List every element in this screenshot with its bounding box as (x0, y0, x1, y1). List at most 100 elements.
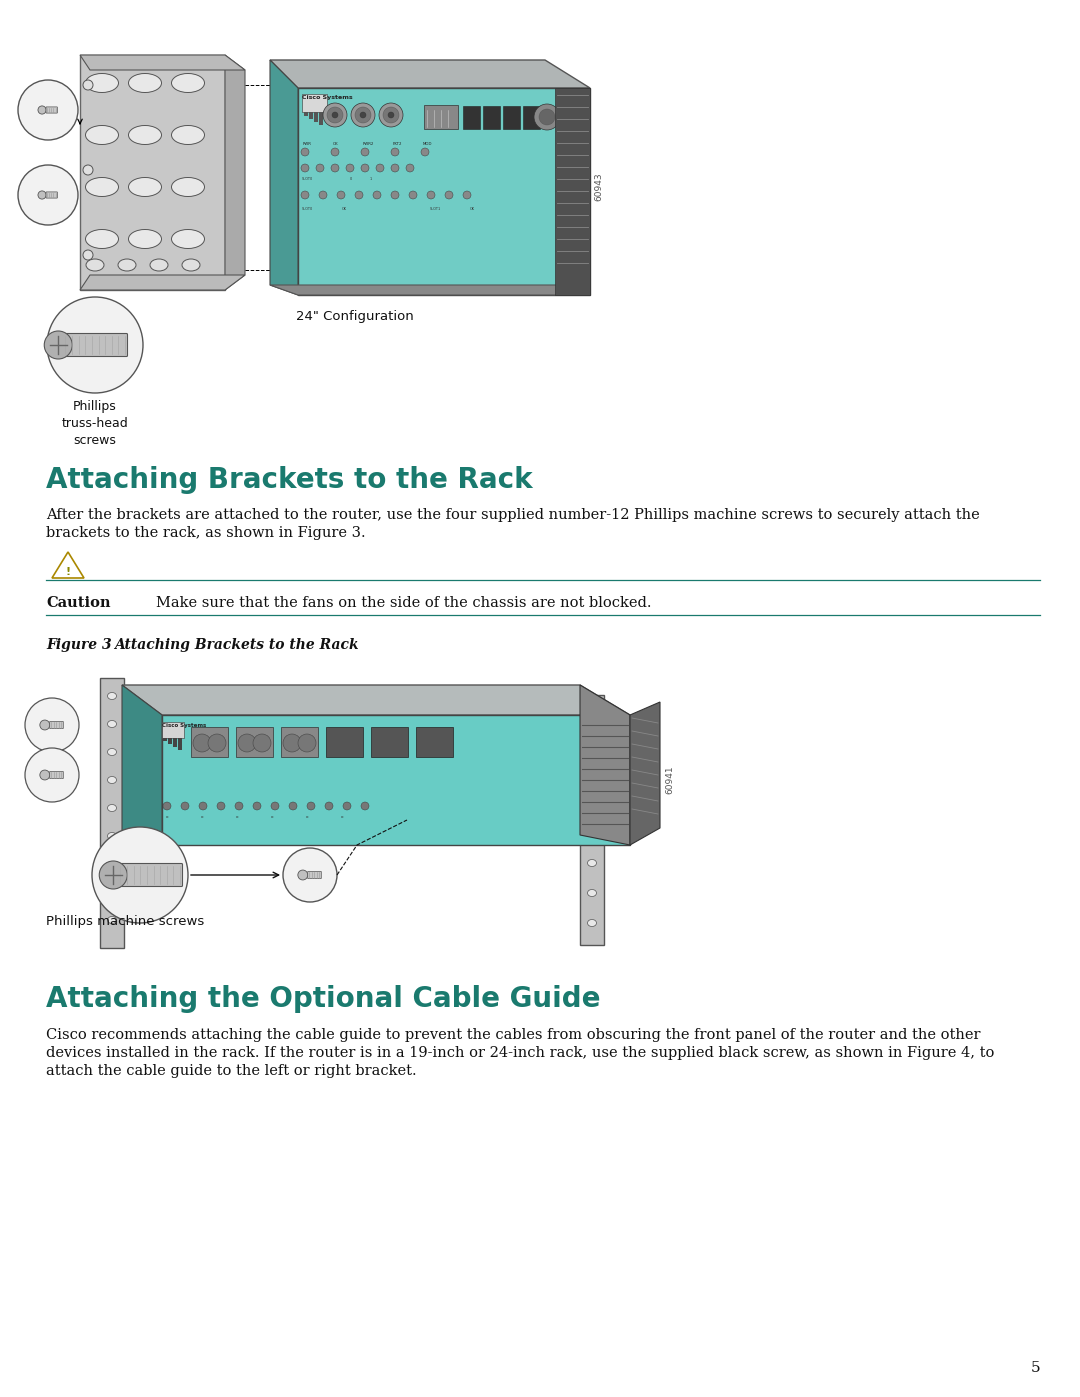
Circle shape (383, 108, 399, 123)
Polygon shape (298, 88, 590, 295)
Text: PWR2: PWR2 (363, 142, 375, 147)
Circle shape (301, 163, 309, 172)
FancyBboxPatch shape (309, 112, 313, 119)
Circle shape (330, 148, 339, 156)
Circle shape (238, 733, 256, 752)
Circle shape (323, 103, 347, 127)
Text: o: o (165, 814, 168, 819)
Circle shape (361, 148, 369, 156)
Ellipse shape (108, 833, 117, 840)
Circle shape (38, 191, 46, 200)
Text: Attaching Brackets to the Rack: Attaching Brackets to the Rack (46, 467, 532, 495)
Circle shape (235, 802, 243, 810)
FancyBboxPatch shape (326, 726, 363, 757)
Circle shape (373, 191, 381, 198)
Circle shape (445, 191, 453, 198)
Text: SLOT0: SLOT0 (302, 207, 313, 211)
Text: !: ! (66, 567, 70, 577)
Polygon shape (122, 685, 630, 715)
Circle shape (564, 103, 590, 130)
Ellipse shape (85, 177, 119, 197)
FancyBboxPatch shape (46, 191, 57, 198)
Circle shape (325, 802, 333, 810)
FancyBboxPatch shape (483, 106, 499, 129)
Circle shape (330, 163, 339, 172)
Text: o: o (271, 814, 273, 819)
Text: OK: OK (470, 207, 475, 211)
FancyBboxPatch shape (168, 738, 172, 745)
Text: Phillips: Phillips (73, 400, 117, 414)
Text: 5: 5 (1030, 1361, 1040, 1375)
Circle shape (376, 163, 384, 172)
Text: SLOT1: SLOT1 (430, 207, 442, 211)
Ellipse shape (588, 890, 596, 897)
FancyBboxPatch shape (523, 106, 540, 129)
Circle shape (343, 802, 351, 810)
Circle shape (83, 165, 93, 175)
Text: Caution: Caution (46, 597, 110, 610)
FancyBboxPatch shape (281, 726, 318, 757)
Circle shape (355, 191, 363, 198)
Circle shape (193, 733, 211, 752)
Circle shape (283, 848, 337, 902)
Text: Cisco Systems: Cisco Systems (162, 724, 206, 728)
Circle shape (40, 719, 50, 731)
FancyBboxPatch shape (50, 721, 64, 729)
FancyBboxPatch shape (580, 694, 604, 944)
Text: o: o (235, 814, 239, 819)
Circle shape (298, 733, 316, 752)
Ellipse shape (588, 799, 596, 806)
Ellipse shape (118, 258, 136, 271)
Circle shape (181, 802, 189, 810)
Circle shape (271, 802, 279, 810)
FancyBboxPatch shape (416, 726, 453, 757)
Polygon shape (580, 685, 630, 845)
Text: 0: 0 (350, 177, 352, 182)
Text: brackets to the rack, as shown in Figure 3.: brackets to the rack, as shown in Figure… (46, 527, 366, 541)
FancyBboxPatch shape (50, 771, 64, 778)
Polygon shape (52, 552, 84, 578)
Circle shape (92, 827, 188, 923)
Circle shape (83, 250, 93, 260)
Text: 24" Configuration: 24" Configuration (296, 310, 414, 323)
Circle shape (391, 191, 399, 198)
FancyBboxPatch shape (63, 334, 127, 356)
FancyBboxPatch shape (191, 726, 228, 757)
FancyBboxPatch shape (303, 112, 308, 116)
Ellipse shape (588, 919, 596, 926)
Polygon shape (270, 60, 590, 88)
Ellipse shape (108, 805, 117, 812)
Circle shape (217, 802, 225, 810)
Circle shape (301, 191, 309, 198)
Ellipse shape (588, 739, 596, 746)
FancyBboxPatch shape (163, 738, 167, 740)
Circle shape (534, 103, 561, 130)
FancyBboxPatch shape (80, 54, 225, 291)
Text: Figure 3: Figure 3 (46, 638, 111, 652)
FancyBboxPatch shape (314, 112, 318, 122)
Ellipse shape (183, 258, 200, 271)
Polygon shape (225, 54, 245, 291)
Circle shape (361, 163, 369, 172)
Ellipse shape (129, 74, 162, 92)
Polygon shape (122, 685, 162, 845)
Ellipse shape (588, 859, 596, 866)
Circle shape (406, 163, 414, 172)
Ellipse shape (108, 749, 117, 756)
Circle shape (163, 802, 171, 810)
Ellipse shape (108, 777, 117, 784)
Polygon shape (162, 715, 630, 845)
Circle shape (379, 103, 403, 127)
Text: Cisco recommends attaching the cable guide to prevent the cables from obscuring : Cisco recommends attaching the cable gui… (46, 1028, 981, 1042)
Text: o: o (341, 814, 343, 819)
Text: devices installed in the rack. If the router is in a 19-inch or 24-inch rack, us: devices installed in the rack. If the ro… (46, 1046, 995, 1060)
Ellipse shape (85, 126, 119, 144)
FancyBboxPatch shape (118, 863, 183, 887)
Ellipse shape (129, 229, 162, 249)
Circle shape (316, 163, 324, 172)
Circle shape (253, 733, 271, 752)
Text: Make sure that the fans on the side of the chassis are not blocked.: Make sure that the fans on the side of t… (156, 597, 651, 610)
Circle shape (391, 163, 399, 172)
Circle shape (361, 802, 369, 810)
Ellipse shape (108, 888, 117, 895)
